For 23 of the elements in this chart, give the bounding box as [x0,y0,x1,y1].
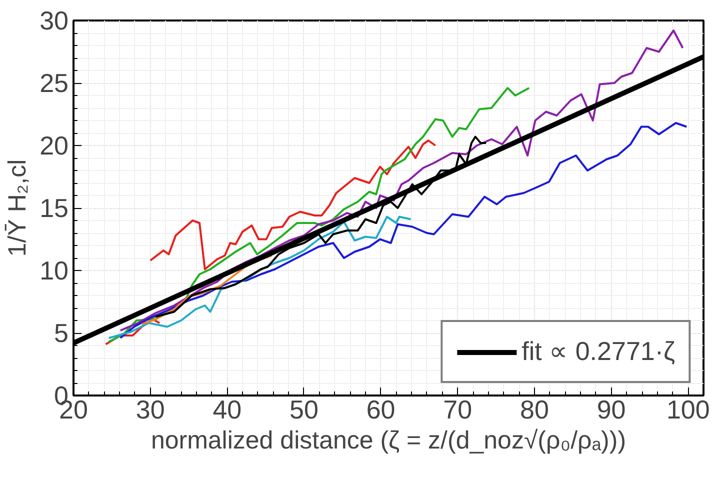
x-tick-label: 80 [520,394,549,424]
x-axis-title: normalized distance (ζ = z/(d_noz√(ρ₀/ρₐ))) [150,426,626,454]
line-series [119,30,684,332]
x-tick-label: 100 [666,394,710,424]
x-tick-label: 60 [366,394,396,424]
y-tick-label: 10 [40,256,68,286]
line-series [119,122,688,339]
y-tick-label: 30 [40,6,68,36]
y-axis-title: 1/Ȳ H₂,cl [4,159,32,257]
line-series [149,140,436,270]
y-tick-label: 25 [40,68,68,98]
x-tick-label: 40 [212,394,242,424]
line-series [108,87,530,343]
x-tick-label: 70 [443,394,472,424]
y-tick-label: 20 [40,130,68,160]
x-tick-label: 30 [136,394,165,424]
y-tick-label: 15 [40,193,68,223]
legend-label: fit ∝ 0.2771·ζ [522,336,675,367]
line-series [154,136,488,318]
x-tick-label: 50 [290,394,318,424]
x-tick-label: 90 [596,394,626,424]
y-tick-label: 5 [54,318,69,348]
line-series [108,216,412,339]
